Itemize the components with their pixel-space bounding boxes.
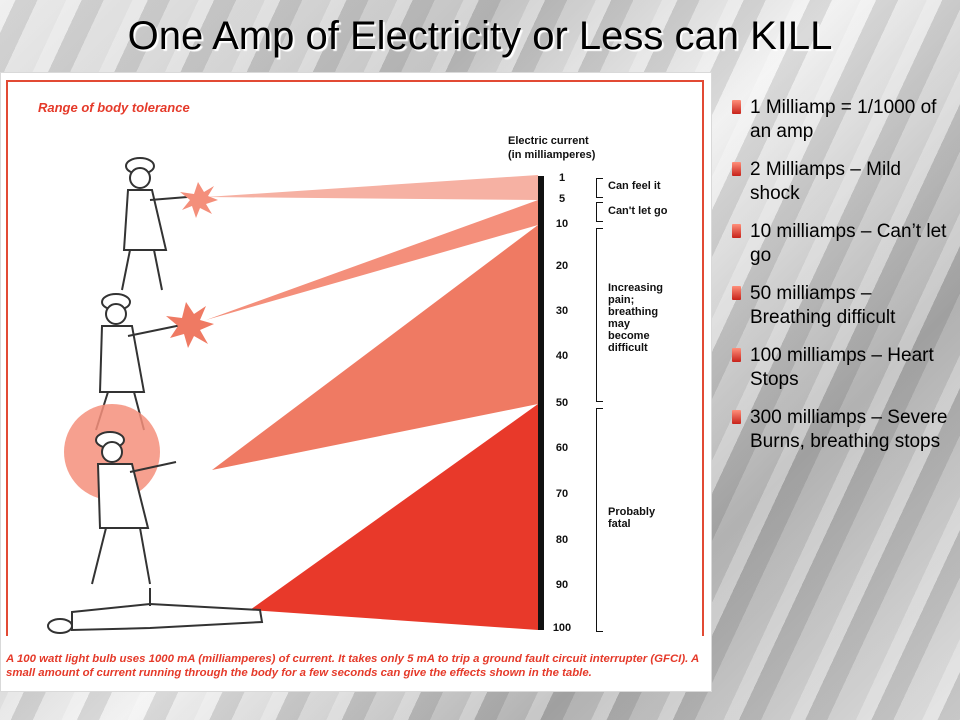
tick-label: 40 (555, 350, 569, 362)
tick-label: 10 (555, 218, 569, 230)
bullet-icon (732, 286, 741, 300)
worker-cant-let-go (95, 293, 197, 431)
zone-label-line: breathing (608, 306, 659, 318)
zone-label-probably-fatal: Probably fatal (608, 506, 655, 530)
zone-bracket (596, 408, 603, 632)
bullet-icon (732, 162, 741, 176)
tick-label: 30 (555, 305, 569, 317)
zone-label-line: difficult (608, 342, 648, 354)
list-item: 300 milliamps – Severe Burns, breathing … (730, 406, 950, 454)
spark-icon (180, 182, 218, 218)
zone-label-line: Can feel it (608, 180, 661, 192)
bullet-icon (732, 100, 741, 114)
zone-label-line: fatal (608, 518, 631, 530)
wedge-probably-fatal (250, 404, 538, 630)
scale-heading: Electric current (in milliamperes) (508, 134, 595, 162)
list-item: 2 Milliamps – Mild shock (730, 158, 950, 206)
scale-heading-line: Electric current (508, 135, 589, 147)
figure-frame (6, 80, 704, 636)
wedge-feel-it (206, 175, 538, 200)
bullet-text: 2 Milliamps – Mild shock (750, 159, 901, 204)
zone-label-line: Increasing (608, 282, 664, 294)
list-item: 10 milliamps – Can’t let go (730, 220, 950, 268)
current-scale-axis (538, 176, 544, 630)
figure-caption: A 100 watt light bulb uses 1000 mA (mill… (6, 653, 699, 679)
zone-bracket (596, 202, 603, 222)
tick-label: 100 (552, 622, 572, 634)
bullet-icon (732, 348, 741, 362)
tick-label: 5 (558, 193, 566, 205)
range-title: Range of body tolerance (38, 100, 190, 115)
worker-probably-fatal (47, 588, 264, 634)
spark-icon (166, 302, 214, 348)
zone-label-feel-it: Can feel it (608, 180, 661, 192)
zone-label-cant-let-go: Can't let go (608, 205, 667, 217)
bullet-text: 10 milliamps – Can’t let go (750, 221, 947, 266)
bullet-text: 300 milliamps – Severe Burns, breathing … (750, 407, 948, 452)
bullet-text: 50 milliamps – Breathing difficult (750, 283, 896, 328)
zone-label-increasing-pain: Increasing pain; breathing may become di… (608, 282, 663, 354)
list-item: 50 milliamps – Breathing difficult (730, 282, 950, 330)
zone-bracket (596, 228, 603, 402)
bullet-icon (732, 410, 741, 424)
zone-label-line: Probably (608, 506, 656, 518)
tick-label: 80 (555, 534, 569, 546)
list-item: 1 Milliamp = 1/1000 of an amp (730, 96, 950, 144)
page-title: One Amp of Electricity or Less can KILL (127, 14, 833, 58)
bullet-icon (732, 224, 741, 238)
zone-label-line: pain; (608, 294, 635, 306)
scale-heading-line: (in milliamperes) (508, 149, 596, 161)
bullet-text: 100 milliamps – Heart Stops (750, 345, 934, 390)
zone-label-line: may (608, 318, 631, 330)
tick-label: 60 (555, 442, 569, 454)
wedge-cant-let-go (206, 200, 538, 320)
wedge-increasing-pain (212, 225, 538, 470)
bullet-text: 1 Milliamp = 1/1000 of an amp (750, 97, 937, 142)
worker-increasing-pain (64, 404, 177, 585)
zone-bracket (596, 178, 603, 198)
tick-label: 1 (558, 172, 566, 184)
tick-label: 70 (555, 488, 569, 500)
zone-label-line: become (608, 330, 650, 342)
bullet-list: 1 Milliamp = 1/1000 of an amp 2 Milliamp… (730, 96, 950, 468)
tick-label: 90 (555, 579, 569, 591)
worker-feel-it (121, 157, 201, 291)
zone-label-line: Can't let go (608, 205, 668, 217)
tick-label: 50 (555, 397, 569, 409)
tick-label: 20 (555, 260, 569, 272)
list-item: 100 milliamps – Heart Stops (730, 344, 950, 392)
